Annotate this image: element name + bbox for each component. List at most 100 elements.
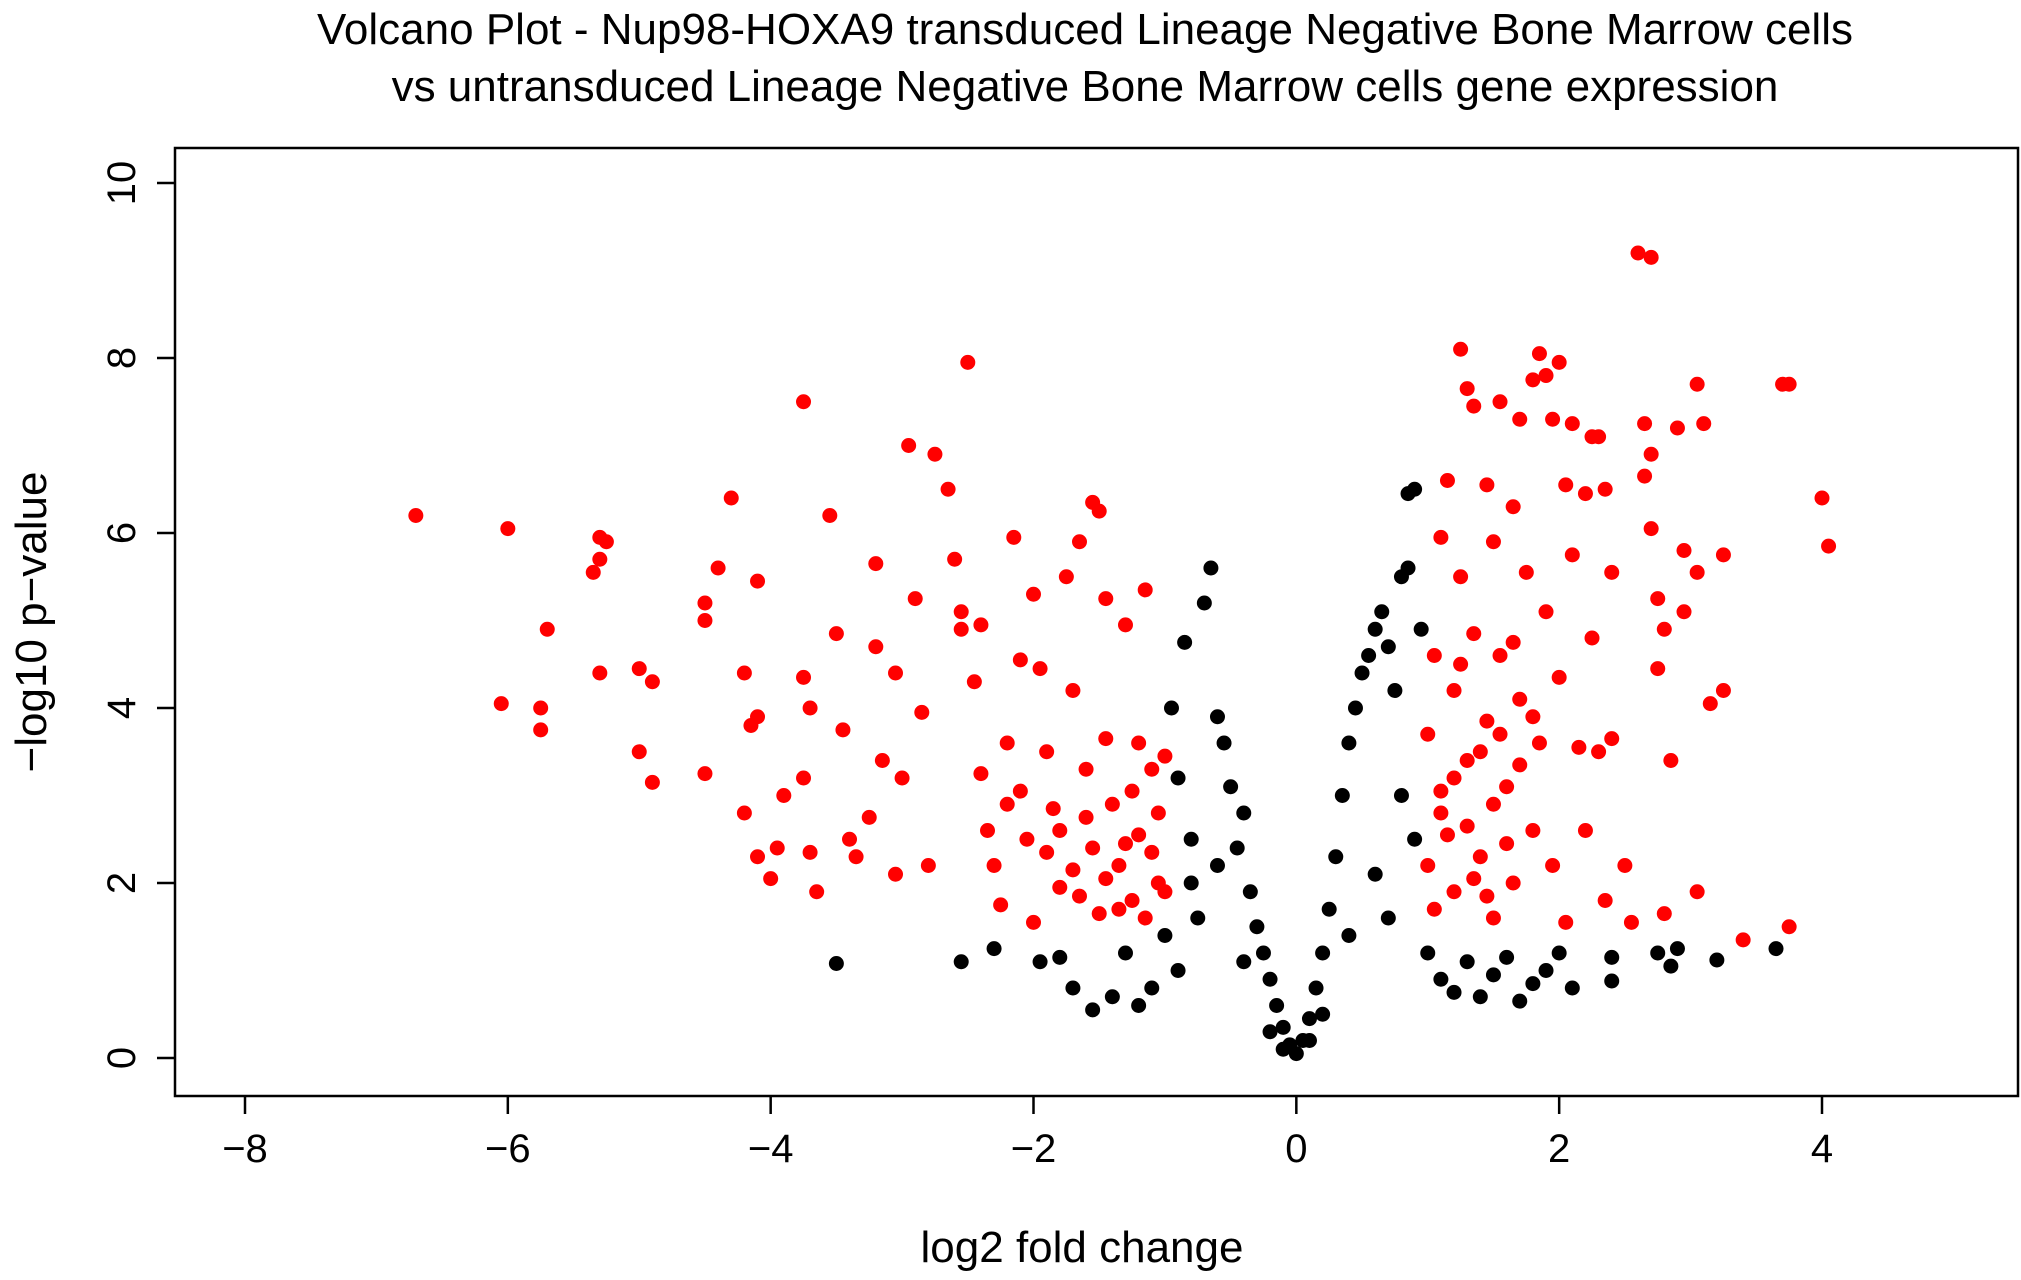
non-significant-gene-point <box>1315 1006 1331 1022</box>
significant-gene-point <box>920 858 936 873</box>
significant-gene-point <box>1091 503 1107 519</box>
significant-gene-point <box>1643 521 1659 537</box>
significant-gene-point <box>1485 796 1501 812</box>
significant-gene-point <box>1104 796 1120 812</box>
significant-gene-point <box>1814 490 1830 506</box>
non-significant-gene-point <box>1669 941 1685 957</box>
non-significant-gene-point <box>1367 621 1383 637</box>
significant-gene-point <box>914 704 930 720</box>
significant-gene-point <box>1137 582 1153 598</box>
significant-gene-point <box>1505 499 1521 515</box>
significant-gene-point <box>1643 249 1659 265</box>
significant-gene-point <box>1512 411 1528 427</box>
significant-gene-point <box>1420 726 1436 742</box>
non-significant-gene-point <box>1663 958 1679 974</box>
significant-gene-point <box>1098 731 1114 747</box>
non-significant-gene-point <box>1321 901 1337 917</box>
y-tick-label: 10 <box>100 161 144 206</box>
significant-gene-point <box>776 788 792 803</box>
significant-gene-point <box>1650 661 1666 677</box>
x-tick-label: −4 <box>748 1127 794 1171</box>
significant-gene-point <box>1078 809 1094 825</box>
significant-gene-point <box>999 735 1015 751</box>
significant-gene-point <box>1117 836 1133 852</box>
significant-gene-point <box>736 805 752 821</box>
non-significant-gene-point <box>1170 963 1186 978</box>
non-significant-gene-point <box>1301 1033 1317 1048</box>
significant-gene-point <box>1669 420 1685 436</box>
x-axis: −8 −6 −4 −2 0 2 4 <box>222 1096 1833 1171</box>
x-tick-label: −6 <box>485 1127 531 1171</box>
significant-gene-point <box>1472 744 1488 760</box>
significant-gene-point <box>1453 569 1469 585</box>
non-significant-gene-point <box>1269 998 1285 1013</box>
y-tick-label: 6 <box>100 522 144 544</box>
significant-gene-point <box>973 617 989 633</box>
significant-gene-point <box>1821 538 1837 554</box>
non-significant-gene-point <box>1459 954 1475 970</box>
significant-gene-point <box>1426 648 1442 663</box>
significant-gene-point <box>1098 871 1114 887</box>
significant-gene-point <box>894 770 910 786</box>
non-significant-gene-point <box>1604 949 1620 965</box>
significant-gene-point <box>1499 836 1515 852</box>
non-significant-gene-point <box>1163 700 1179 716</box>
significant-gene-point <box>1078 761 1094 777</box>
significant-gene-point <box>1052 879 1068 895</box>
significant-gene-point <box>1485 534 1501 550</box>
non-significant-gene-point <box>1525 976 1541 992</box>
significant-gene-point <box>1137 910 1153 926</box>
non-significant-gene-point <box>1085 1002 1101 1018</box>
significant-gene-point <box>1492 394 1508 410</box>
significant-gene-point <box>1006 529 1022 545</box>
significant-gene-point <box>1071 888 1087 904</box>
significant-gene-point <box>1085 840 1101 856</box>
significant-gene-point <box>1052 823 1068 838</box>
significant-gene-point <box>1676 604 1692 620</box>
significant-gene-point <box>1439 827 1455 843</box>
x-tick-label: 2 <box>1548 1127 1570 1171</box>
significant-gene-point <box>802 844 818 860</box>
significant-gene-point <box>1459 753 1475 768</box>
significant-gene-point <box>1459 381 1475 397</box>
significant-gene-point <box>1098 591 1114 607</box>
significant-gene-point <box>1564 416 1580 432</box>
y-tick-label: 0 <box>100 1047 144 1069</box>
significant-gene-point <box>1643 446 1659 462</box>
significant-gene-point <box>644 674 660 690</box>
significant-gene-point <box>960 354 976 370</box>
non-significant-gene-point <box>1361 648 1377 663</box>
non-significant-gene-point <box>1512 993 1528 1009</box>
significant-gene-point <box>1446 683 1462 698</box>
significant-gene-point <box>1433 529 1449 545</box>
significant-gene-point <box>1715 547 1731 563</box>
non-significant-gene-point <box>1380 910 1396 926</box>
significant-gene-point <box>1715 683 1731 698</box>
significant-gene-point <box>750 573 766 589</box>
non-significant-gene-point <box>1216 735 1232 751</box>
non-significant-gene-point <box>1400 560 1416 576</box>
non-significant-gene-point <box>1203 560 1219 576</box>
significant-gene-point <box>1597 481 1613 497</box>
non-significant-gene-point <box>1131 998 1147 1013</box>
y-axis-label: −log10 p−value <box>7 472 56 773</box>
chart-title-line1: Volcano Plot - Nup98-HOXA9 transduced Li… <box>317 5 1853 54</box>
significant-gene-point <box>631 744 647 760</box>
significant-gene-point <box>1157 748 1173 764</box>
significant-gene-point <box>1591 744 1607 760</box>
significant-gene-point <box>1144 844 1160 860</box>
significant-gene-point <box>1689 884 1705 900</box>
significant-gene-point <box>500 521 516 537</box>
significant-gene-point <box>1124 783 1140 799</box>
significant-gene-point <box>1453 341 1469 357</box>
significant-gene-point <box>1551 354 1567 370</box>
non-significant-gene-point <box>1446 984 1462 1000</box>
non-significant-gene-point <box>1065 980 1081 996</box>
significant-gene-point <box>953 604 969 620</box>
significant-gene-point <box>493 696 509 712</box>
significant-gene-point <box>1479 888 1495 904</box>
significant-gene-point <box>1531 735 1547 751</box>
non-significant-gene-point <box>1183 875 1199 891</box>
significant-gene-point <box>980 823 996 838</box>
significant-gene-point <box>999 796 1015 812</box>
